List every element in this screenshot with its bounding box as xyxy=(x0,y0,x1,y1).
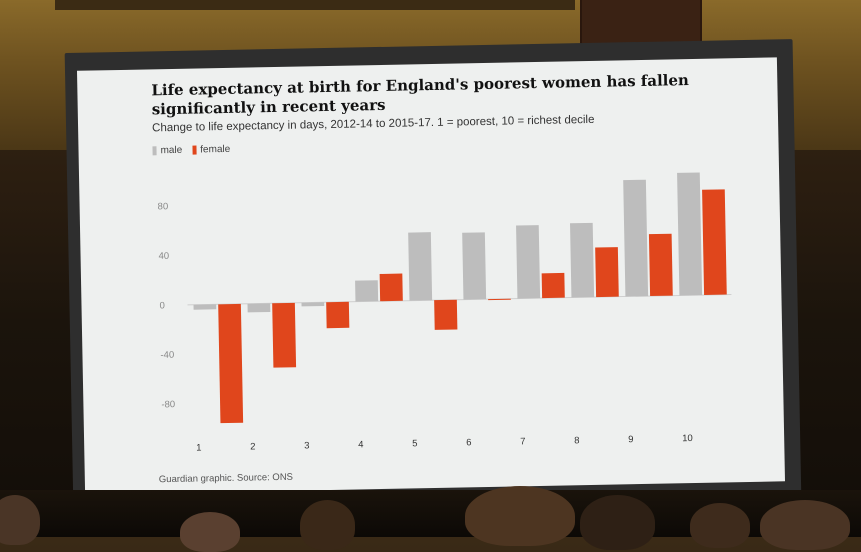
bar-female-10 xyxy=(702,189,727,295)
audience-head xyxy=(180,512,240,552)
audience-head xyxy=(465,486,575,546)
bar-female-3 xyxy=(326,301,350,329)
legend-item-male: male xyxy=(152,144,182,156)
bar-male-3 xyxy=(301,302,325,307)
audience-head xyxy=(300,500,355,550)
bar-female-9 xyxy=(648,233,673,297)
y-tick-label: 0 xyxy=(159,300,165,311)
x-tick-label: 9 xyxy=(628,434,634,445)
y-tick-label: -80 xyxy=(161,399,175,410)
legend-label-male: male xyxy=(160,144,183,156)
chart-source: Guardian graphic. Source: ONS xyxy=(158,471,294,486)
bar-female-6 xyxy=(488,298,511,301)
y-tick-label: 40 xyxy=(158,251,169,262)
bar-chart: 80 40 0 -40 -80 1 2 3 4 5 6 7 8 9 10 xyxy=(158,172,732,454)
x-tick-label: 10 xyxy=(682,433,693,444)
bar-female-4 xyxy=(379,273,403,302)
ceiling-strip xyxy=(55,0,575,10)
legend-label-female: female xyxy=(200,143,231,155)
bar-male-4 xyxy=(355,280,379,302)
bar-female-7 xyxy=(541,272,565,299)
x-tick-label: 5 xyxy=(412,438,418,449)
x-tick-label: 3 xyxy=(304,440,310,451)
bar-male-5 xyxy=(408,232,433,301)
bar-female-2 xyxy=(272,302,297,368)
bar-male-2 xyxy=(247,303,271,313)
bar-male-7 xyxy=(516,225,541,299)
x-tick-label: 4 xyxy=(358,439,364,450)
bar-male-6 xyxy=(462,232,487,300)
x-tick-label: 7 xyxy=(520,436,526,447)
audience-head xyxy=(760,500,850,550)
chart-title: Life expectancy at birth for England's p… xyxy=(151,71,690,119)
bar-female-8 xyxy=(595,247,619,298)
chart-legend: male female xyxy=(152,142,230,157)
audience-head xyxy=(690,503,750,548)
bar-male-10 xyxy=(677,172,703,296)
x-tick-label: 8 xyxy=(574,435,580,446)
x-tick-label: 6 xyxy=(466,437,472,448)
legend-item-female: female xyxy=(192,143,230,155)
bar-female-1 xyxy=(218,303,244,424)
projector-screen: Life expectancy at birth for England's p… xyxy=(64,39,802,513)
bar-male-1 xyxy=(193,304,217,310)
y-tick-label: 80 xyxy=(158,201,169,212)
x-tick-label: 2 xyxy=(250,441,256,452)
y-tick-label: -40 xyxy=(160,350,174,361)
x-tick-label: 1 xyxy=(196,442,202,453)
bar-male-9 xyxy=(623,179,649,297)
legend-swatch-male xyxy=(152,145,157,155)
legend-swatch-female xyxy=(192,145,197,155)
projected-slide: Life expectancy at birth for England's p… xyxy=(76,57,786,495)
audience-head xyxy=(580,495,655,550)
bar-female-5 xyxy=(434,299,458,330)
bar-male-8 xyxy=(570,222,595,298)
